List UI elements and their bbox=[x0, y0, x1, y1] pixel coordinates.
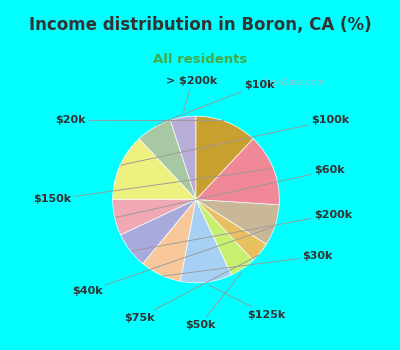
Text: $40k: $40k bbox=[72, 227, 274, 296]
Text: $50k: $50k bbox=[185, 272, 242, 329]
Text: > $200k: > $200k bbox=[166, 76, 218, 113]
Wedge shape bbox=[196, 199, 279, 244]
Wedge shape bbox=[170, 116, 196, 200]
Wedge shape bbox=[113, 199, 196, 235]
Wedge shape bbox=[113, 139, 196, 199]
Text: Income distribution in Boron, CA (%): Income distribution in Boron, CA (%) bbox=[29, 16, 371, 34]
Wedge shape bbox=[196, 139, 279, 205]
Text: $75k: $75k bbox=[124, 255, 259, 323]
Wedge shape bbox=[120, 199, 196, 264]
Text: City-Data.com: City-Data.com bbox=[262, 78, 326, 87]
Text: $10k: $10k bbox=[155, 79, 275, 125]
Wedge shape bbox=[196, 199, 253, 275]
Wedge shape bbox=[196, 116, 253, 200]
Wedge shape bbox=[139, 120, 196, 200]
Text: $60k: $60k bbox=[116, 165, 345, 217]
Text: $200k: $200k bbox=[132, 210, 352, 251]
Text: $30k: $30k bbox=[162, 251, 333, 276]
Text: $150k: $150k bbox=[33, 169, 272, 204]
Wedge shape bbox=[196, 199, 266, 260]
Wedge shape bbox=[180, 199, 232, 283]
Text: $125k: $125k bbox=[209, 285, 286, 320]
Text: $20k: $20k bbox=[56, 116, 224, 125]
Text: $100k: $100k bbox=[121, 116, 349, 165]
Text: All residents: All residents bbox=[153, 53, 247, 66]
Wedge shape bbox=[143, 199, 196, 281]
